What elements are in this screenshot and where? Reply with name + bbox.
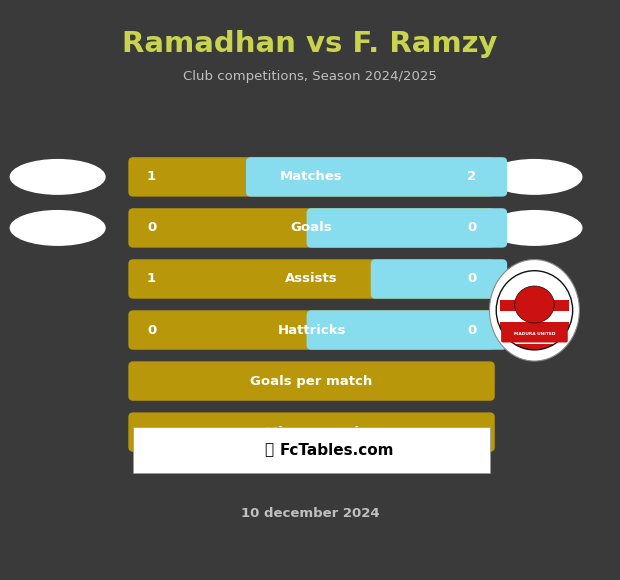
FancyBboxPatch shape (246, 157, 507, 197)
Text: 1: 1 (147, 171, 156, 183)
Ellipse shape (486, 159, 582, 195)
FancyBboxPatch shape (306, 310, 507, 350)
Text: 0: 0 (467, 273, 476, 285)
Text: 📊: 📊 (264, 443, 273, 458)
FancyBboxPatch shape (128, 208, 495, 248)
Text: 0: 0 (467, 222, 476, 234)
Text: FcTables.com: FcTables.com (279, 443, 394, 458)
Ellipse shape (489, 260, 579, 361)
Ellipse shape (10, 159, 105, 195)
Text: MADURA UNITED: MADURA UNITED (514, 332, 555, 336)
Text: 0: 0 (147, 324, 156, 336)
Text: Club competitions, Season 2024/2025: Club competitions, Season 2024/2025 (183, 70, 437, 83)
Bar (500, 333, 569, 345)
Text: Ramadhan vs F. Ramzy: Ramadhan vs F. Ramzy (122, 30, 498, 57)
FancyBboxPatch shape (371, 259, 507, 299)
Text: 10 december 2024: 10 december 2024 (241, 507, 379, 520)
FancyBboxPatch shape (128, 310, 495, 350)
Bar (500, 345, 569, 356)
Text: Matches: Matches (280, 171, 343, 183)
Bar (500, 300, 569, 311)
FancyBboxPatch shape (133, 427, 490, 473)
FancyBboxPatch shape (501, 326, 568, 342)
Text: 1: 1 (147, 273, 156, 285)
Text: 2: 2 (467, 171, 476, 183)
Bar (500, 311, 569, 322)
Text: 0: 0 (467, 324, 476, 336)
Text: Assists: Assists (285, 273, 338, 285)
Bar (500, 322, 569, 333)
Ellipse shape (10, 210, 105, 246)
Text: Hattricks: Hattricks (277, 324, 346, 336)
Text: Min per goal: Min per goal (265, 426, 358, 438)
FancyBboxPatch shape (128, 412, 495, 452)
Ellipse shape (486, 210, 582, 246)
Text: 0: 0 (147, 222, 156, 234)
Text: Goals: Goals (291, 222, 332, 234)
FancyBboxPatch shape (128, 259, 495, 299)
FancyBboxPatch shape (306, 208, 507, 248)
FancyBboxPatch shape (128, 157, 495, 197)
Circle shape (515, 286, 554, 323)
FancyBboxPatch shape (128, 361, 495, 401)
Text: Goals per match: Goals per match (250, 375, 373, 387)
